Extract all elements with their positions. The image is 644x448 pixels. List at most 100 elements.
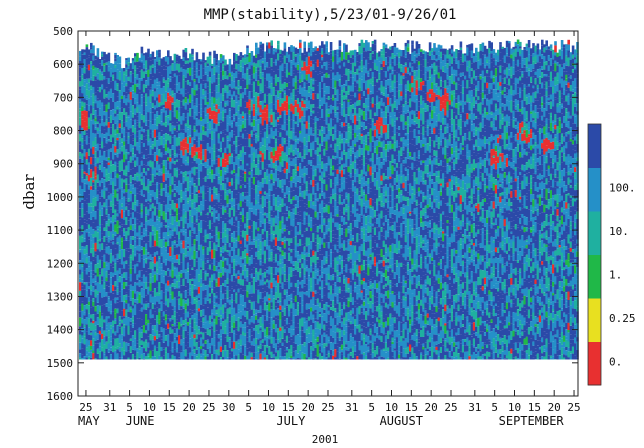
heatmap-cell <box>213 192 216 200</box>
heatmap-cell <box>114 123 117 130</box>
heatmap-cell <box>87 128 91 138</box>
heatmap-cell <box>118 175 122 182</box>
heatmap-cell <box>145 325 148 331</box>
heatmap-cell <box>162 292 166 296</box>
heatmap-cell <box>116 308 119 314</box>
heatmap-cell <box>153 234 157 241</box>
heatmap-cell <box>123 175 126 180</box>
heatmap-cell <box>127 257 130 266</box>
heatmap-cell <box>116 227 119 234</box>
heatmap-cell <box>92 243 95 249</box>
heatmap-cell <box>142 358 146 360</box>
heatmap-cell <box>184 153 188 161</box>
heatmap-cell <box>202 80 205 85</box>
heatmap-cell <box>204 186 207 194</box>
heatmap-cell <box>208 233 212 240</box>
heatmap-cell <box>189 326 192 330</box>
heatmap-cell <box>164 301 168 306</box>
heatmap-cell <box>153 296 157 305</box>
heatmap-cell <box>149 194 152 200</box>
heatmap-cell <box>180 80 183 89</box>
heatmap-cell <box>171 350 174 353</box>
heatmap-cell <box>85 232 89 240</box>
heatmap-cell <box>109 284 113 293</box>
heatmap-cell <box>164 289 168 296</box>
heatmap-cell <box>125 149 128 152</box>
heatmap-cell <box>175 177 179 187</box>
heatmap-cell <box>127 215 130 221</box>
heatmap-cell <box>217 319 221 328</box>
heatmap-cell <box>87 256 91 262</box>
heatmap-cell <box>131 117 135 121</box>
heatmap-cell <box>140 161 144 166</box>
heatmap-cell <box>92 206 95 211</box>
heatmap-cell <box>193 299 196 304</box>
heatmap-cell <box>112 239 115 242</box>
heatmap-cell <box>112 77 115 81</box>
heatmap-cell <box>171 184 174 190</box>
heatmap-cell <box>213 123 216 129</box>
heatmap-cell <box>197 286 201 294</box>
heatmap-cell <box>208 165 212 168</box>
heatmap-cell <box>193 338 196 347</box>
heatmap-cell <box>131 58 135 61</box>
heatmap-cell <box>127 107 130 116</box>
heatmap-cell <box>219 133 223 142</box>
heatmap-cell <box>167 323 170 329</box>
heatmap-cell <box>140 203 144 210</box>
heatmap-cell <box>202 339 205 344</box>
heatmap-cell <box>125 263 128 273</box>
heatmap-cell <box>162 190 166 197</box>
heatmap-cell <box>151 90 155 97</box>
heatmap-cell <box>184 132 188 138</box>
heatmap-cell <box>98 71 102 81</box>
heatmap-cell <box>202 94 205 100</box>
heatmap-cell <box>189 302 192 310</box>
heatmap-cell <box>83 219 86 223</box>
heatmap-cell <box>83 337 86 345</box>
heatmap-cell <box>149 269 152 274</box>
heatmap-cell <box>136 238 139 242</box>
heatmap-cell <box>142 224 146 229</box>
heatmap-cell <box>103 177 106 180</box>
heatmap-cell <box>162 319 166 329</box>
heatmap-cell <box>206 129 210 138</box>
heatmap-cell <box>162 165 166 174</box>
profile-column <box>156 50 159 360</box>
heatmap-cell <box>120 112 124 121</box>
heatmap-cell <box>103 254 106 262</box>
heatmap-cell <box>149 273 152 278</box>
heatmap-cell <box>153 124 157 130</box>
heatmap-cell <box>118 250 122 259</box>
profile-column <box>147 48 150 360</box>
heatmap-cell <box>184 160 188 166</box>
heatmap-cell <box>160 81 163 88</box>
heatmap-cell <box>158 156 161 165</box>
heatmap-cell <box>191 304 194 311</box>
heatmap-cell <box>145 322 148 326</box>
heatmap-cell <box>193 278 196 286</box>
heatmap-cell <box>213 242 216 250</box>
heatmap-cell <box>94 237 97 243</box>
heatmap-cell <box>175 107 179 111</box>
heatmap-cell <box>171 158 174 164</box>
heatmap-cell <box>107 112 111 118</box>
heatmap-cell <box>160 66 163 76</box>
heatmap-cell <box>208 192 212 202</box>
heatmap-cell <box>184 165 188 171</box>
heatmap-cell <box>98 318 102 327</box>
heatmap-cell <box>123 350 126 356</box>
heatmap-cell <box>186 295 190 299</box>
heatmap-cell <box>208 212 212 221</box>
heatmap-cell <box>145 230 148 237</box>
heatmap-cell <box>217 267 221 270</box>
heatmap-cell <box>118 199 122 206</box>
heatmap-cell <box>153 88 157 92</box>
heatmap-cell <box>140 139 144 143</box>
heatmap-cell <box>213 132 216 138</box>
heatmap-cell <box>211 194 214 202</box>
heatmap-cell <box>164 116 168 123</box>
heatmap-cell <box>118 196 122 200</box>
heatmap-cell <box>147 326 150 331</box>
heatmap-cell <box>120 76 124 84</box>
